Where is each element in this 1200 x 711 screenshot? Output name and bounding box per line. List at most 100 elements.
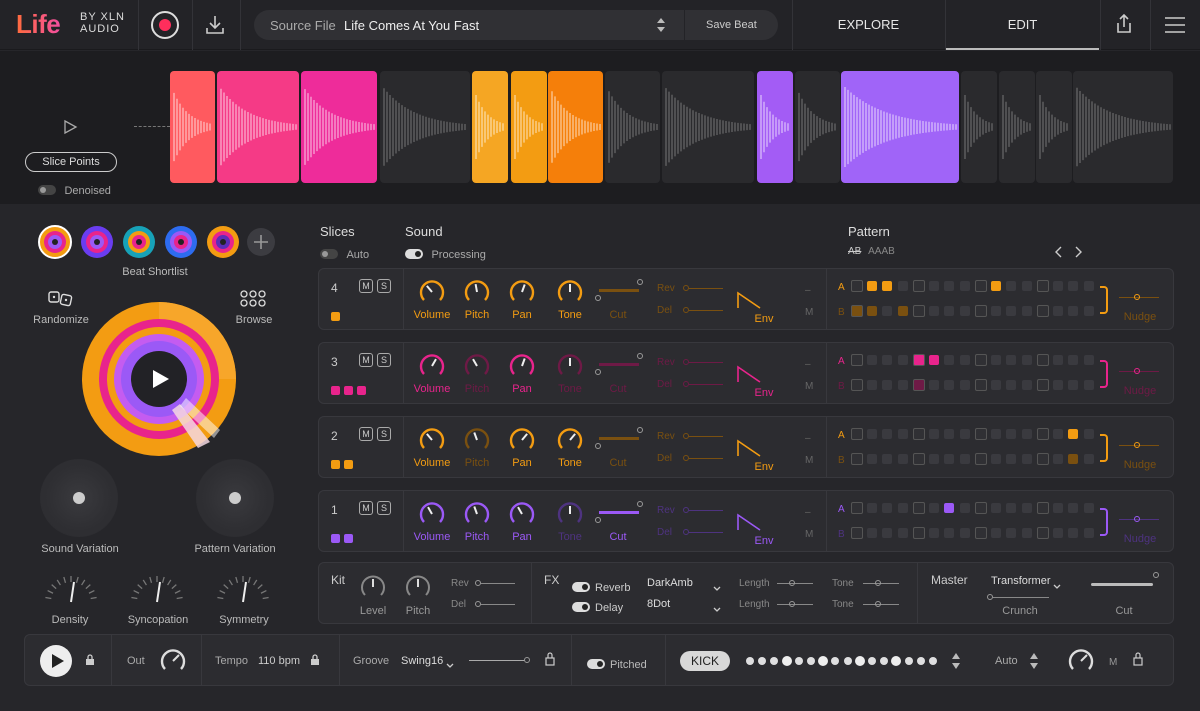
solo-button[interactable]: S bbox=[377, 427, 391, 441]
pattern-step[interactable] bbox=[975, 527, 987, 539]
kick-step[interactable] bbox=[904, 657, 913, 665]
pattern-step[interactable] bbox=[913, 379, 925, 391]
pattern-step[interactable] bbox=[897, 429, 908, 439]
envelope-icon[interactable] bbox=[737, 439, 761, 462]
delay-length-handle[interactable] bbox=[789, 601, 795, 607]
pattern-step[interactable] bbox=[959, 503, 970, 513]
pattern-step[interactable] bbox=[1068, 429, 1078, 439]
pattern-step[interactable] bbox=[928, 429, 939, 439]
browse-label[interactable]: Browse bbox=[235, 314, 273, 326]
slice-square[interactable] bbox=[331, 534, 340, 543]
pattern-step[interactable] bbox=[1021, 454, 1032, 464]
tone-knob[interactable] bbox=[557, 501, 583, 527]
waveform-area[interactable]: Slice Points Denoised bbox=[0, 51, 1200, 204]
tone-knob[interactable] bbox=[557, 427, 583, 453]
slice-block[interactable] bbox=[472, 71, 508, 183]
tone-knob[interactable] bbox=[557, 279, 583, 305]
slice-block[interactable] bbox=[605, 71, 660, 183]
pattern-step[interactable] bbox=[928, 380, 939, 390]
pattern-step[interactable] bbox=[1052, 528, 1063, 538]
slice-square[interactable] bbox=[344, 460, 353, 469]
kick-step[interactable] bbox=[770, 657, 779, 665]
nudge-handle[interactable] bbox=[1134, 442, 1140, 448]
pattern-mode-aaab[interactable]: AAAB bbox=[868, 246, 895, 257]
pattern-step[interactable] bbox=[851, 305, 863, 317]
pattern-step[interactable] bbox=[990, 380, 1001, 390]
volume-knob[interactable] bbox=[419, 501, 445, 527]
sound-variation-handle[interactable] bbox=[73, 492, 85, 504]
play-lock-icon[interactable] bbox=[85, 653, 95, 671]
groove-chevron-icon[interactable] bbox=[446, 656, 454, 674]
auto-switch[interactable] bbox=[320, 248, 338, 259]
delay-switch[interactable] bbox=[572, 601, 590, 612]
pattern-step[interactable] bbox=[913, 354, 925, 366]
shortlist-beat[interactable] bbox=[38, 225, 72, 264]
pattern-step[interactable] bbox=[944, 355, 954, 365]
pattern-step[interactable] bbox=[1037, 305, 1049, 317]
pan-knob[interactable] bbox=[509, 353, 535, 379]
pattern-prev-icon[interactable] bbox=[1054, 245, 1064, 263]
slice-block[interactable] bbox=[170, 71, 215, 183]
add-beat-icon[interactable] bbox=[246, 227, 276, 262]
kick-step[interactable] bbox=[818, 656, 829, 666]
mute-button[interactable]: M bbox=[359, 427, 373, 441]
pattern-step[interactable] bbox=[913, 527, 925, 539]
slice-block[interactable] bbox=[301, 71, 377, 183]
slice-block[interactable] bbox=[1073, 71, 1173, 183]
pattern-step[interactable] bbox=[1021, 380, 1032, 390]
cut-handle[interactable] bbox=[1153, 572, 1159, 578]
auto-toggle[interactable]: Auto bbox=[320, 245, 369, 263]
pattern-step[interactable] bbox=[975, 428, 987, 440]
pitched-toggle[interactable]: Pitched bbox=[587, 655, 647, 673]
tempo-value[interactable]: 110 bpm bbox=[258, 655, 300, 667]
shortlist-beat[interactable] bbox=[80, 225, 114, 264]
cut-slider[interactable] bbox=[599, 437, 639, 440]
pattern-step[interactable] bbox=[913, 502, 925, 514]
pattern-step[interactable] bbox=[897, 355, 908, 365]
master-lock-icon[interactable] bbox=[1133, 652, 1143, 671]
pattern-step[interactable] bbox=[975, 305, 987, 317]
slice-block[interactable] bbox=[757, 71, 793, 183]
cut-handle-top[interactable] bbox=[637, 279, 643, 285]
volume-knob[interactable] bbox=[1067, 647, 1095, 680]
pattern-step[interactable] bbox=[851, 453, 863, 465]
dice-icon[interactable] bbox=[48, 290, 74, 313]
groove-amount-handle[interactable] bbox=[524, 657, 530, 663]
pattern-step[interactable] bbox=[851, 527, 863, 539]
preview-play-icon[interactable] bbox=[62, 119, 78, 140]
slice-points-button[interactable]: Slice Points bbox=[25, 152, 117, 172]
pattern-step[interactable] bbox=[1021, 281, 1032, 291]
pattern-step[interactable] bbox=[1037, 280, 1049, 292]
slice-square[interactable] bbox=[344, 386, 353, 395]
cut-slider[interactable] bbox=[1091, 583, 1153, 586]
pattern-step[interactable] bbox=[897, 528, 908, 538]
pattern-step[interactable] bbox=[882, 306, 892, 316]
kick-button[interactable]: KICK bbox=[680, 651, 730, 671]
slice-square[interactable] bbox=[357, 386, 366, 395]
pattern-step[interactable] bbox=[1083, 528, 1094, 538]
track-m-label[interactable]: M bbox=[805, 381, 814, 392]
pattern-step[interactable] bbox=[1037, 527, 1049, 539]
pattern-step[interactable] bbox=[1052, 355, 1063, 365]
kick-step[interactable] bbox=[929, 657, 937, 665]
reverb-tone-handle[interactable] bbox=[875, 580, 881, 586]
kick-step[interactable] bbox=[758, 657, 767, 665]
download-icon[interactable] bbox=[205, 14, 225, 36]
kit-level-knob[interactable] bbox=[359, 573, 387, 606]
pattern-step[interactable] bbox=[1021, 306, 1032, 316]
pattern-step[interactable] bbox=[1052, 380, 1063, 390]
reverb-toggle[interactable]: Reverb bbox=[572, 578, 630, 596]
delay-tone-handle[interactable] bbox=[875, 601, 881, 607]
pattern-step[interactable] bbox=[990, 528, 1001, 538]
kick-step[interactable] bbox=[807, 657, 815, 665]
pattern-step[interactable] bbox=[866, 429, 877, 439]
mute-button[interactable]: M bbox=[359, 279, 373, 293]
solo-button[interactable]: S bbox=[377, 279, 391, 293]
pattern-step[interactable] bbox=[913, 305, 925, 317]
sound-variation-pad[interactable] bbox=[40, 459, 118, 537]
pan-knob[interactable] bbox=[509, 501, 535, 527]
cut-handle-top[interactable] bbox=[637, 427, 643, 433]
cut-handle-bottom[interactable] bbox=[595, 517, 601, 523]
pattern-step[interactable] bbox=[928, 281, 939, 291]
groove-select[interactable]: Swing16 bbox=[401, 655, 444, 667]
